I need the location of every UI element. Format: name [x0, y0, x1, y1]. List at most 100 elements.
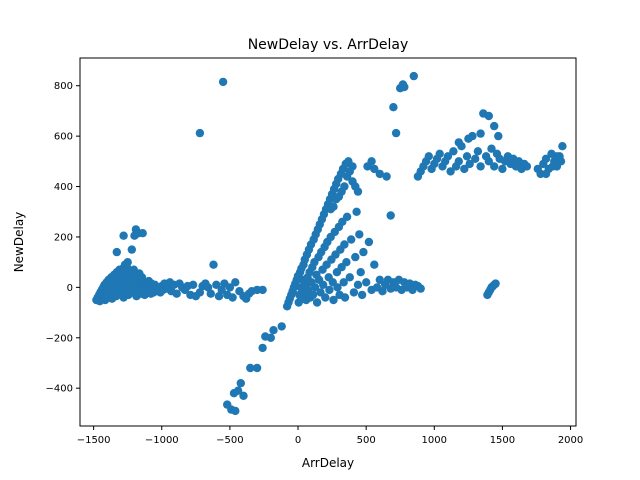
data-point [195, 288, 205, 297]
data-point [491, 279, 500, 288]
data-point [533, 164, 542, 174]
data-point [484, 157, 493, 166]
y-tick-label: 0 [67, 283, 73, 294]
data-point [424, 152, 433, 161]
data-point [209, 260, 218, 269]
data-point [435, 149, 444, 158]
data-point [353, 187, 363, 196]
data-point [319, 280, 328, 289]
data-point [454, 138, 463, 147]
data-point [258, 285, 267, 295]
data-point [261, 332, 270, 341]
data-point [218, 77, 228, 87]
data-point [370, 164, 379, 174]
data-point [356, 268, 365, 277]
data-point [138, 229, 147, 238]
data-point [522, 162, 532, 171]
x-tick-label: 500 [357, 435, 376, 446]
data-point [386, 211, 395, 220]
data-point [119, 231, 128, 240]
data-point [409, 71, 418, 81]
data-point [123, 258, 132, 267]
data-point [558, 142, 567, 151]
data-point [308, 290, 318, 300]
data-point [391, 128, 401, 138]
data-point [389, 103, 398, 112]
x-tick-label: −1000 [145, 435, 179, 446]
data-point [357, 290, 367, 300]
data-point [340, 293, 350, 302]
data-point [416, 284, 425, 293]
data-point [347, 235, 356, 244]
data-point [541, 154, 551, 163]
data-point [312, 298, 322, 307]
data-point [556, 157, 566, 166]
data-point [487, 144, 496, 153]
data-point [203, 283, 213, 292]
data-point [342, 258, 351, 267]
chart-title: NewDelay vs. ArrDelay [248, 37, 409, 53]
data-point [349, 288, 359, 297]
data-point [353, 280, 363, 289]
x-tick-label: 0 [295, 435, 301, 446]
data-point [112, 247, 122, 257]
x-tick-label: 1500 [490, 435, 515, 446]
data-point [382, 172, 391, 181]
data-point [225, 283, 235, 292]
x-axis-label: ArrDelay [302, 456, 354, 470]
data-point [473, 147, 483, 156]
data-point [217, 285, 226, 295]
data-point [339, 278, 348, 287]
data-point [172, 289, 181, 298]
data-point [236, 379, 245, 388]
data-point [375, 169, 384, 179]
data-point [352, 207, 361, 216]
data-point [228, 293, 237, 302]
data-point [446, 167, 455, 176]
data-point [465, 159, 474, 169]
data-point [476, 162, 485, 171]
data-point [345, 273, 354, 282]
data-point [364, 237, 374, 247]
data-point [400, 82, 409, 92]
data-point [269, 326, 278, 335]
data-point [195, 128, 205, 138]
plot-frame [79, 57, 577, 427]
data-point [462, 152, 472, 161]
y-axis-label: NewDelay [12, 212, 26, 273]
data-point [214, 292, 224, 301]
data-point [443, 152, 453, 161]
data-point [351, 252, 360, 262]
data-point [252, 363, 262, 373]
data-point [321, 293, 330, 302]
data-point [378, 287, 387, 296]
data-point [333, 283, 342, 292]
data-point [258, 343, 267, 353]
y-tick-label: −200 [46, 333, 73, 344]
x-tick-label: −500 [216, 435, 243, 446]
data-point [239, 391, 248, 400]
data-point [494, 131, 503, 141]
data-point [367, 157, 376, 166]
data-point [484, 111, 493, 121]
y-tick-label: −400 [46, 384, 73, 395]
data-point [127, 245, 136, 254]
y-axis-ticks: −400 −200 0 200 400 600 800 [46, 81, 80, 395]
data-point [231, 406, 240, 416]
data-point [342, 212, 352, 221]
data-point [449, 147, 458, 156]
data-point [340, 182, 349, 191]
data-point [233, 386, 243, 395]
data-point [188, 280, 198, 289]
x-tick-label: 1000 [422, 435, 447, 446]
data-point [355, 230, 364, 239]
x-axis-ticks: −1500 −1000 −500 0 500 1000 1500 2000 [77, 426, 583, 446]
data-point [340, 240, 349, 249]
data-point [325, 285, 334, 295]
points-layer [92, 71, 567, 416]
y-tick-label: 200 [54, 232, 73, 243]
data-point [490, 121, 499, 131]
data-point [277, 322, 286, 331]
